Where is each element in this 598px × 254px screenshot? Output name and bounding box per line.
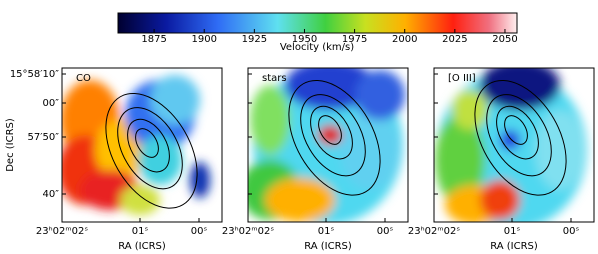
y-tick-label: 15°58′10″: [10, 69, 59, 80]
contour: [504, 115, 528, 145]
colorbar: [117, 12, 518, 34]
map: [62, 75, 210, 215]
colorbar-tick-label: 2000: [392, 34, 417, 45]
contour: [127, 118, 170, 173]
colorbar-label: Velocity (km/s): [280, 42, 354, 53]
colorbar-tick-label: 1925: [242, 34, 267, 45]
map: [435, 68, 587, 222]
map-region: [190, 162, 210, 198]
x-tick-label: 01ˢ: [504, 226, 521, 237]
contour: [105, 92, 198, 209]
panel-frame: [61, 67, 223, 223]
map-region: [435, 115, 485, 205]
colorbar-tick-label: 2050: [492, 34, 517, 45]
map-region: [340, 110, 400, 190]
colorbar-tick-label: 1950: [292, 34, 317, 45]
map-region: [480, 180, 520, 220]
x-tick-label: 01ˢ: [318, 226, 335, 237]
x-tick-label: 01ˢ: [132, 226, 149, 237]
map-region: [120, 185, 160, 215]
panel-label: [O III]: [448, 73, 476, 84]
y-tick-label: 40″: [43, 189, 60, 200]
contour: [496, 105, 539, 160]
contour: [117, 107, 183, 190]
x-axis-label: RA (ICRS): [118, 241, 166, 252]
contour: [486, 94, 552, 177]
x-tick-label: 00ˢ: [563, 226, 580, 237]
contour: [310, 105, 353, 160]
contour: [318, 115, 342, 145]
map-region: [500, 130, 520, 150]
x-tick-label: 00ˢ: [377, 226, 394, 237]
y-tick-label: 57′50″: [28, 132, 60, 143]
panel-label: CO: [76, 73, 91, 84]
contour: [135, 128, 159, 158]
x-tick-label: 00ˢ: [191, 226, 208, 237]
map-region: [250, 85, 290, 155]
y-axis-label: Dec (ICRS): [5, 118, 16, 172]
panel: [62, 68, 222, 222]
contour: [474, 79, 567, 196]
map-region: [265, 178, 335, 222]
x-axis-label: RA (ICRS): [490, 241, 538, 252]
map-region: [535, 110, 585, 190]
colorbar-tick-label: 2025: [442, 34, 467, 45]
map-region: [150, 75, 200, 125]
contour: [300, 94, 366, 177]
colorbar-tick-label: 1875: [141, 34, 166, 45]
panel: [434, 68, 594, 222]
map-region: [452, 90, 488, 130]
panel-frame: [433, 67, 595, 223]
y-tick-label: 00″: [43, 98, 60, 109]
contour: [288, 79, 381, 196]
x-tick-label: 23ʰ02ᵐ02ˢ: [408, 226, 460, 237]
x-tick-label: 23ʰ02ᵐ02ˢ: [36, 226, 88, 237]
map-region: [318, 125, 342, 145]
colorbar-tick-label: 1975: [342, 34, 367, 45]
colorbar-tick-label: 1900: [191, 34, 216, 45]
panel-frame: [247, 67, 409, 223]
x-tick-label: 23ʰ02ᵐ02ˢ: [222, 226, 274, 237]
panel: [248, 68, 408, 222]
panel-label: stars: [262, 73, 287, 84]
map-region: [138, 135, 182, 185]
x-axis-label: RA (ICRS): [304, 241, 352, 252]
map-region: [355, 70, 405, 120]
